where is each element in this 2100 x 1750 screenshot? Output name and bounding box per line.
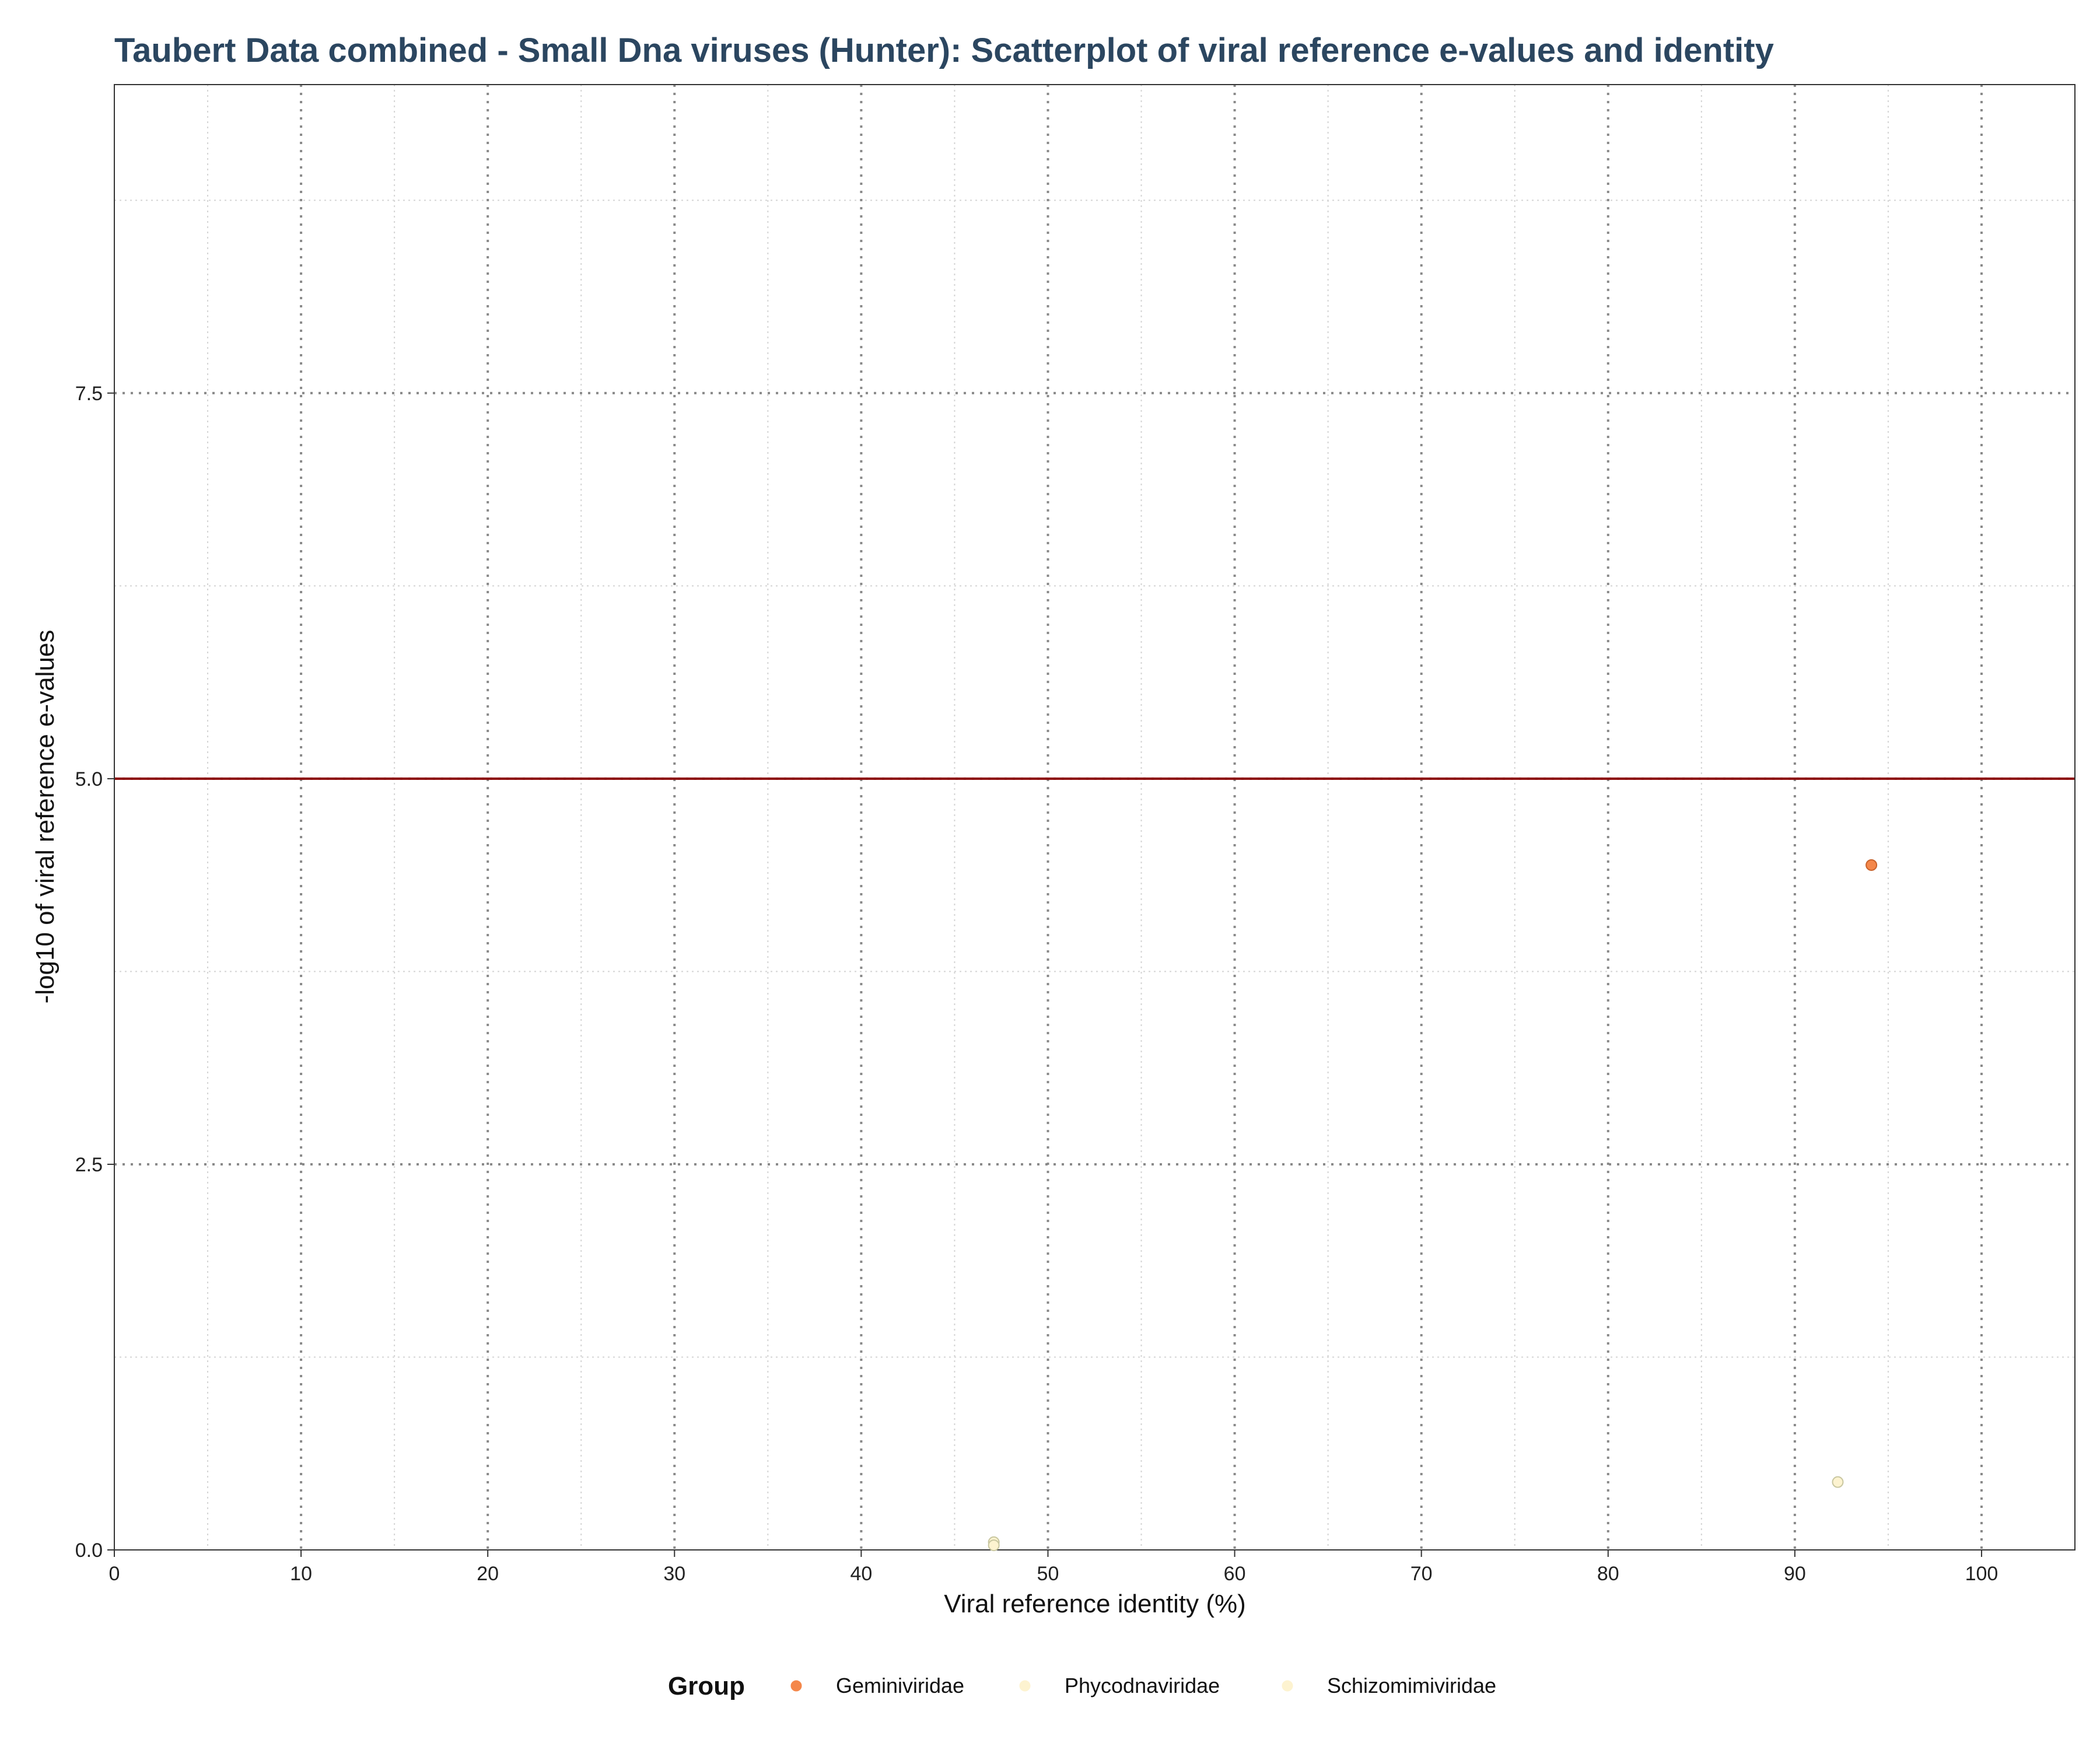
x-axis-title: Viral reference identity (%) xyxy=(944,1590,1246,1618)
plot-panel xyxy=(114,84,2076,1550)
y-tick-label: 7.5 xyxy=(75,383,103,405)
data-point xyxy=(1832,1476,1844,1488)
y-axis: 0.0 2.5 5.0 7.5 xyxy=(75,383,114,1562)
x-tick-label: 90 xyxy=(1784,1563,1806,1585)
y-tick-label: 0.0 xyxy=(75,1539,103,1562)
data-points xyxy=(988,859,1878,1552)
legend-label: Schizomimiviridae xyxy=(1327,1674,1496,1698)
legend-title: Group xyxy=(668,1672,745,1700)
x-tick-label: 0 xyxy=(109,1563,120,1585)
x-tick-label: 30 xyxy=(663,1563,685,1585)
x-tick-label: 20 xyxy=(477,1563,499,1585)
legend-items: Geminiviridae Phycodnaviridae Schizomimivi… xyxy=(790,1674,1496,1698)
legend-key xyxy=(790,1680,802,1692)
data-point xyxy=(988,1539,1000,1552)
legend-label: Geminiviridae xyxy=(836,1674,964,1698)
grid xyxy=(114,85,2075,1550)
y-axis-title: -log10 of viral reference e-values xyxy=(31,630,60,1004)
x-tick-label: 10 xyxy=(290,1563,312,1585)
x-tick-label: 50 xyxy=(1037,1563,1059,1585)
y-tick-label: 2.5 xyxy=(75,1154,103,1176)
legend-label: Phycodnaviridae xyxy=(1065,1674,1220,1698)
chart-title: Taubert Data combined - Small Dna viruse… xyxy=(114,32,1774,69)
x-tick-label: 70 xyxy=(1410,1563,1433,1585)
x-tick-label: 40 xyxy=(850,1563,872,1585)
data-point xyxy=(1866,859,1878,871)
y-tick-label: 5.0 xyxy=(75,768,103,790)
legend: Group Geminiviridae Phycodnaviridae Schizo… xyxy=(668,1672,1496,1700)
legend-key xyxy=(1282,1680,1293,1692)
x-axis: 0 10 20 30 40 50 60 70 80 90 100 xyxy=(109,1550,1999,1585)
x-tick-label: 60 xyxy=(1224,1563,1246,1585)
x-tick-label: 80 xyxy=(1597,1563,1619,1585)
x-tick-label: 100 xyxy=(1965,1563,1999,1585)
legend-key xyxy=(1019,1680,1031,1692)
